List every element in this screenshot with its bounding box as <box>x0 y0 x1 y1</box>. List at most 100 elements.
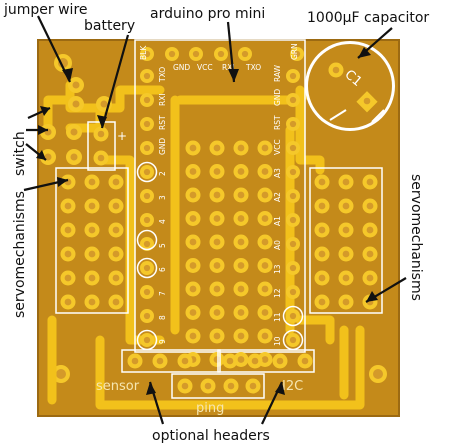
battery-pads <box>93 126 109 166</box>
servo-left-pad <box>84 246 100 262</box>
arduino-right-pad <box>286 213 300 227</box>
proto-pad <box>257 187 273 203</box>
pad-ring <box>136 161 158 183</box>
proto-pad <box>209 187 225 203</box>
pin-label-right: A3 <box>273 168 282 178</box>
proto-pad <box>209 258 225 273</box>
servo-left-pad <box>84 294 100 310</box>
servo-right-pad <box>314 246 330 262</box>
callout-capacitor: 1000µF capacitor <box>307 10 429 26</box>
i2c-header-pads <box>222 353 313 369</box>
servo-right-pad <box>314 174 330 190</box>
arduino-right-pad <box>286 309 300 323</box>
callout-arrowheads <box>36 47 378 395</box>
servo-left-pad <box>108 222 124 238</box>
pin-label-right: RAW <box>273 64 282 82</box>
servo-right-pad <box>338 270 354 286</box>
proto-pad <box>233 352 249 367</box>
callout-optional-headers: optional headers <box>152 428 270 444</box>
proto-pad <box>233 281 249 297</box>
battery-plus-label: + <box>117 129 127 143</box>
proto-pad <box>233 258 249 273</box>
pin-label-left: GND <box>158 138 167 155</box>
callout-arduino: arduino pro mini <box>150 6 265 22</box>
servo-right-pad <box>314 270 330 286</box>
callout-switch: switch <box>12 131 28 176</box>
arduino-right-pad <box>286 165 300 179</box>
arduino-right-pad <box>286 117 300 131</box>
proto-pad <box>257 328 273 344</box>
pin-label-right: GND <box>273 89 282 106</box>
pin-label-right: 10 <box>273 336 282 346</box>
proto-pad <box>209 352 225 367</box>
servo-left-pad <box>60 198 76 214</box>
servo-left-pad <box>108 174 124 190</box>
pin-label-left: 6 <box>158 267 167 272</box>
pin-label-right: 12 <box>273 288 282 298</box>
arduino-top-pads <box>140 47 304 61</box>
pin-label-right: A1 <box>273 216 282 226</box>
pin-label-right: 13 <box>273 264 282 274</box>
proto-pad <box>257 281 273 297</box>
servo-left-pad <box>108 198 124 214</box>
i2c-header-outline <box>217 349 315 373</box>
servo-left-pad <box>108 270 124 286</box>
servo-left-pad <box>60 246 76 262</box>
proto-pad <box>233 328 249 344</box>
arduino-left-pads <box>140 69 154 347</box>
right-pin-labels: RAW GND RST VCC A3 A2 A1 A0 13 12 11 10 <box>273 64 282 346</box>
pin-label-right: VCC <box>273 139 282 155</box>
ping-header-pads <box>177 378 261 394</box>
servo-header-left-outline <box>55 167 129 314</box>
proto-pad <box>185 211 201 226</box>
i2c-label: I2C <box>282 379 303 394</box>
pin-label-left: 3 <box>158 195 167 200</box>
servo-left-pad <box>84 198 100 214</box>
arduino-left-pad <box>140 285 154 299</box>
proto-pad <box>233 211 249 226</box>
arduino-right-pad <box>286 333 300 347</box>
servo-right-pad <box>338 198 354 214</box>
proto-pad <box>233 140 249 156</box>
servo-left-pad <box>84 222 100 238</box>
proto-pad <box>257 258 273 273</box>
arduino-left-pad <box>140 261 154 275</box>
pin-label-top-grn: GRN <box>290 43 299 60</box>
pin-label-right: A0 <box>273 240 282 250</box>
arduino-left-pad <box>140 141 154 155</box>
pin-label-top-gnd: GND <box>173 63 190 72</box>
pin-label-left: RXI <box>158 93 167 106</box>
servo-header-right <box>314 174 378 310</box>
servo-right-pad <box>338 246 354 262</box>
pin-label-right: 11 <box>273 312 282 322</box>
pin-label-top-txo: TXO <box>245 63 261 72</box>
proto-pad <box>185 258 201 273</box>
servo-left-pad <box>108 246 124 262</box>
capacitor-c1 <box>305 41 395 131</box>
servo-header-right-outline <box>309 167 383 314</box>
servo-right-pad <box>314 222 330 238</box>
proto-pad <box>233 164 249 179</box>
pin-label-left: RST <box>158 115 167 130</box>
pin-label-left: 8 <box>158 315 167 320</box>
pad-ring <box>136 229 158 251</box>
callout-jumper-wire: jumper wire <box>3 2 88 18</box>
arduino-top-pad <box>189 47 203 61</box>
pin-label-left: 4 <box>158 219 167 224</box>
servo-left-pad <box>84 174 100 190</box>
arduino-right-pad <box>286 285 300 299</box>
sensor-header-pads <box>127 353 193 369</box>
servo-left-pad <box>60 294 76 310</box>
proto-pad <box>257 140 273 156</box>
arduino-left-pad <box>140 237 154 251</box>
servo-left-pad <box>84 270 100 286</box>
pin-label-left: TXO <box>158 67 167 83</box>
proto-pad <box>185 164 201 179</box>
pin-label-left: 9 <box>158 339 167 344</box>
arduino-top-pad <box>214 47 228 61</box>
arduino-right-pad <box>286 69 300 83</box>
proto-pad <box>185 328 201 344</box>
pad-ring <box>282 305 304 327</box>
proto-grid <box>185 140 273 367</box>
